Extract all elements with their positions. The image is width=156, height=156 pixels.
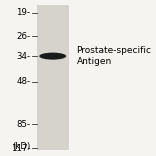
Text: 85-: 85- — [16, 120, 30, 129]
Text: 117-: 117- — [11, 144, 30, 153]
Text: 19-: 19- — [16, 8, 30, 17]
Text: (kD): (kD) — [12, 142, 30, 151]
Ellipse shape — [39, 53, 66, 60]
Text: 34-: 34- — [16, 52, 30, 61]
FancyBboxPatch shape — [37, 5, 68, 150]
Text: 26-: 26- — [16, 32, 30, 41]
Text: 48-: 48- — [16, 77, 30, 86]
Text: Prostate-specific
Antigen: Prostate-specific Antigen — [76, 46, 151, 66]
